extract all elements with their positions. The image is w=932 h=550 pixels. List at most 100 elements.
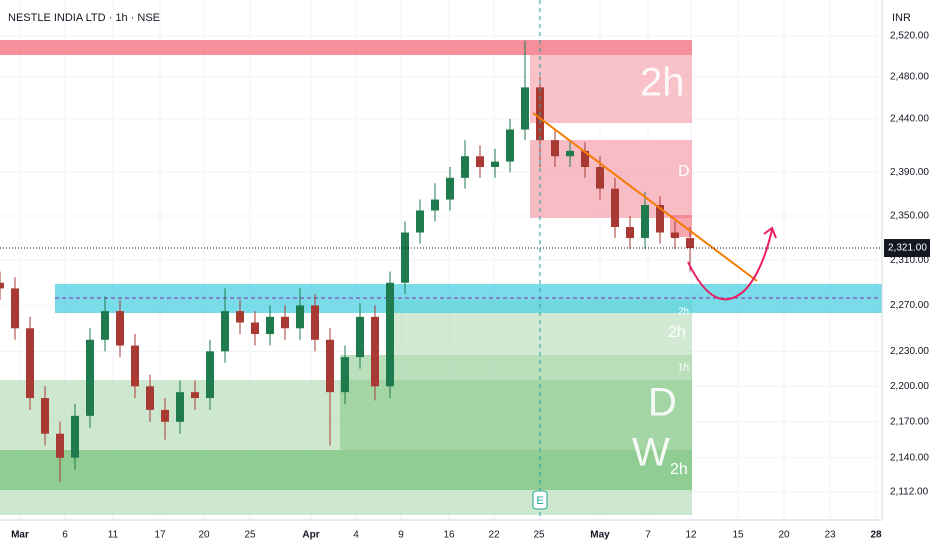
x-tick-label: 7	[645, 530, 651, 541]
x-tick-label: 23	[824, 530, 836, 541]
y-tick-label: 2,520.00	[890, 30, 929, 41]
x-tick-label: 22	[488, 530, 500, 541]
earnings-badge[interactable]	[532, 490, 548, 510]
zone-label: 2h	[668, 324, 686, 341]
candle-body	[566, 150, 574, 157]
candle-body	[251, 322, 259, 335]
x-tick-label: Mar	[11, 530, 29, 541]
candle-body	[266, 316, 274, 335]
last-price-label: 2,321.00	[888, 243, 927, 254]
candle-body	[311, 305, 319, 340]
x-tick-label: 4	[353, 530, 359, 541]
zone-label: D	[678, 163, 690, 180]
candle-body	[506, 129, 514, 162]
candle-body	[671, 232, 679, 239]
y-tick-label: 2,480.00	[890, 72, 929, 83]
candle-body	[461, 156, 469, 178]
y-tick-label: 2,200.00	[890, 381, 929, 392]
candle-body	[221, 311, 229, 352]
drawings	[532, 0, 777, 520]
candle-body	[176, 392, 184, 422]
candle-body	[206, 351, 214, 399]
x-tick-label: 15	[732, 530, 744, 541]
x-tick-label: May	[590, 530, 610, 541]
currency: INR	[892, 12, 911, 24]
last-price-badge	[884, 239, 930, 258]
candle-body	[356, 316, 364, 358]
candle-body	[401, 232, 409, 283]
x-tick-label: 25	[244, 530, 256, 541]
supply-zone	[0, 40, 692, 55]
candle-body	[86, 339, 94, 416]
candle-body	[641, 205, 649, 239]
candle-body	[371, 316, 379, 387]
candle-body	[476, 156, 484, 167]
zone-label: D	[648, 381, 677, 425]
zone-label: 2h	[640, 61, 685, 105]
candle-body	[101, 311, 109, 340]
candle-body	[416, 210, 424, 233]
earnings-label[interactable]: E	[536, 495, 543, 507]
candle-body	[0, 282, 4, 289]
candle-body	[491, 161, 499, 167]
x-tick-label: 11	[108, 530, 119, 541]
candle-body	[296, 305, 304, 329]
candle-body	[596, 166, 604, 189]
price-axis	[882, 0, 932, 550]
candle-body	[326, 339, 334, 393]
arrow-head	[763, 226, 777, 239]
candle-body	[191, 392, 199, 399]
zone-label: 1h	[678, 363, 689, 374]
candle-body	[236, 311, 244, 323]
chart-title: NESTLE INDIA LTD · 1h · NSE	[8, 12, 160, 24]
candle-body	[386, 282, 394, 387]
y-tick-label: 2,310.00	[890, 255, 929, 266]
candle-body	[611, 188, 619, 227]
x-tick-label: 25	[533, 530, 545, 541]
x-tick-label: 20	[778, 530, 790, 541]
candle-body	[116, 311, 124, 346]
candle-body	[161, 409, 169, 422]
candle-body	[626, 226, 634, 239]
demand-zone	[340, 355, 692, 450]
candle-body	[446, 177, 454, 200]
candle-body	[656, 205, 664, 233]
y-tick-label: 2,270.00	[890, 300, 929, 311]
y-tick-label: 2,350.00	[890, 211, 929, 222]
time-axis	[0, 520, 932, 550]
candle-body	[686, 238, 694, 249]
x-tick-label: 16	[443, 530, 455, 541]
y-tick-label: 2,140.00	[890, 452, 929, 463]
candle-body	[581, 150, 589, 167]
candle-body	[131, 345, 139, 387]
trend-line	[532, 112, 758, 282]
y-tick-label: 2,112.00	[890, 486, 929, 497]
candle-body	[431, 199, 439, 211]
candles	[0, 40, 694, 482]
y-tick-label: 2,440.00	[890, 114, 929, 125]
zone-label: W	[632, 431, 670, 475]
candle-body	[281, 316, 289, 329]
x-tick-label: 9	[398, 530, 404, 541]
projection-arrow	[687, 229, 773, 301]
x-tick-label: 12	[685, 530, 697, 541]
x-tick-label: 20	[198, 530, 210, 541]
candle-body	[146, 386, 154, 410]
candle-body	[26, 328, 34, 399]
candle-body	[11, 288, 19, 329]
y-tick-label: 2,390.00	[890, 167, 929, 178]
y-tick-label: 2,230.00	[890, 346, 929, 357]
x-tick-label: 17	[154, 530, 166, 541]
candle-body	[71, 415, 79, 458]
candle-body	[41, 398, 49, 434]
supply-zone	[530, 55, 692, 123]
x-tick-label: 28	[870, 530, 882, 541]
zone-label: 2h	[670, 461, 688, 478]
zone-label: 2h	[678, 307, 689, 318]
demand-zone	[0, 450, 692, 490]
candle-body	[521, 87, 529, 130]
y-tick-label: 2,170.00	[890, 416, 929, 427]
x-tick-label: 6	[62, 530, 68, 541]
